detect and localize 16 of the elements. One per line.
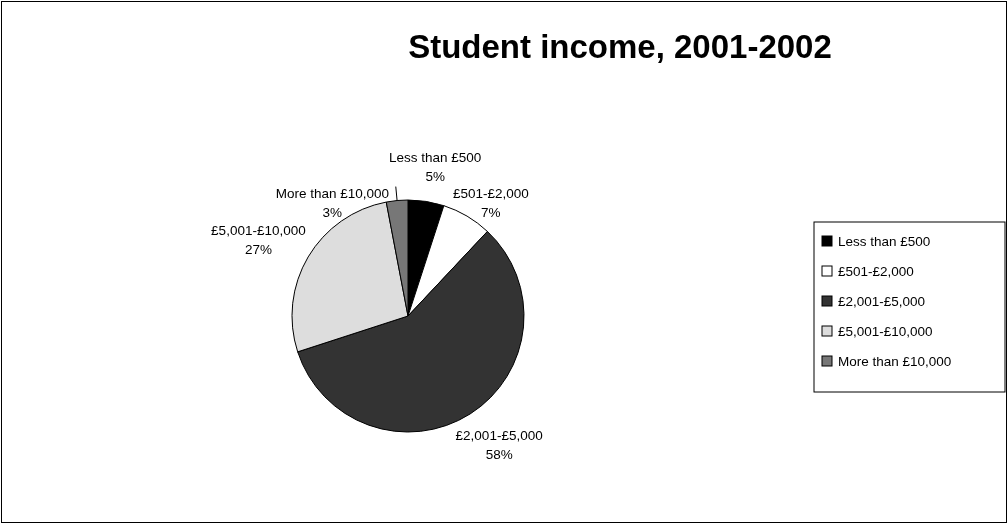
- legend-label: £5,001-£10,000: [838, 324, 933, 339]
- slice-label: £501-£2,000: [452, 185, 529, 201]
- data-label: 58%: [485, 447, 513, 463]
- legend-label: £501-£2,000: [838, 264, 914, 279]
- data-label: 5%: [425, 168, 445, 184]
- data-label: 3%: [322, 204, 343, 220]
- data-label: 27%: [244, 241, 272, 257]
- slice-label: £5,001-£10,000: [211, 222, 306, 238]
- data-label: 7%: [481, 204, 501, 220]
- slice-label: £2,001-£5,000: [455, 428, 543, 444]
- legend-label: More than £10,000: [838, 354, 952, 369]
- legend-label: £2,001-£5,000: [838, 294, 926, 309]
- slice-label: Less than £500: [389, 149, 482, 165]
- chart-title: Student income, 2001-2002: [408, 28, 832, 65]
- slice-label: More than £10,000: [275, 185, 389, 201]
- legend-label: Less than £500: [838, 234, 931, 249]
